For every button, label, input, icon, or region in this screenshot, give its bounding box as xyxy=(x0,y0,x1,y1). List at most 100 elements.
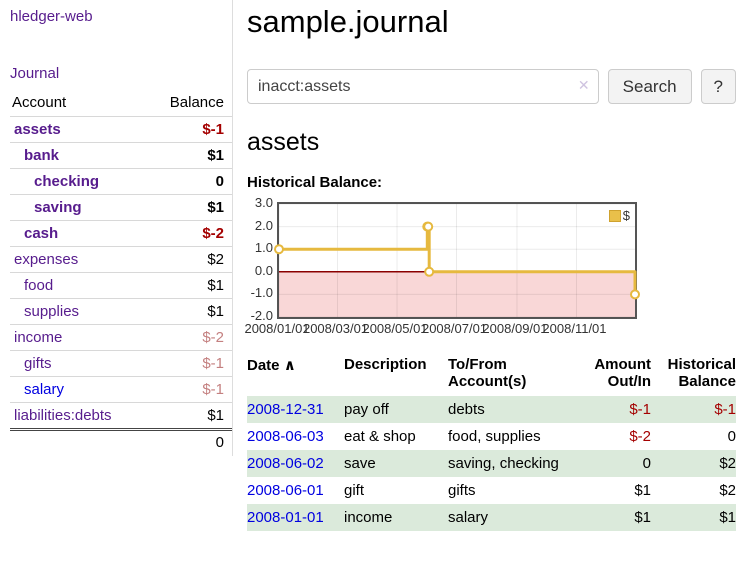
account-balance: 0 xyxy=(216,173,224,190)
transaction-description: eat & shop xyxy=(344,423,448,450)
balance-line-svg xyxy=(279,204,635,317)
y-axis-tick-label: 2.0 xyxy=(255,218,273,233)
transaction-amount: $-1 xyxy=(568,396,651,423)
chart-plot-area: $ xyxy=(277,202,637,319)
page-title: sample.journal xyxy=(247,4,736,40)
sidebar-account-link-supplies[interactable]: supplies xyxy=(10,303,79,320)
transaction-amount: $1 xyxy=(568,504,651,531)
date-header-label: Date xyxy=(247,357,280,374)
x-axis-tick-label: 2008/09/01 xyxy=(482,321,547,336)
register-row[interactable]: 2008-01-01 income salary $1 $1 xyxy=(247,504,736,531)
amount-column-header: Amount Out/In xyxy=(568,354,651,396)
transaction-date-link[interactable]: 2008-12-31 xyxy=(247,401,324,418)
balance-column-header: Balance xyxy=(170,94,224,111)
sidebar-account-link-liabilities-debts[interactable]: liabilities:debts xyxy=(10,407,112,424)
data-point-marker xyxy=(424,223,432,231)
register-row[interactable]: 2008-06-03 eat & shop food, supplies $-2… xyxy=(247,423,736,450)
account-balance: $1 xyxy=(207,407,224,424)
account-balance: $-1 xyxy=(202,381,224,398)
register-header-row: Date ∧ Description To/From Account(s) Am… xyxy=(247,354,736,396)
transaction-accounts: saving, checking xyxy=(448,450,568,477)
sidebar-account-link-saving[interactable]: saving xyxy=(10,199,82,216)
sidebar-account-row: liabilities:debts $1 xyxy=(10,402,232,428)
sort-ascending-icon: ∧ xyxy=(284,357,296,374)
sidebar-account-link-food[interactable]: food xyxy=(10,277,53,294)
chart-legend: $ xyxy=(607,207,632,224)
account-balance: $2 xyxy=(207,251,224,268)
transaction-description: gift xyxy=(344,477,448,504)
transaction-description: save xyxy=(344,450,448,477)
sidebar-account-row: supplies $1 xyxy=(10,298,232,324)
sidebar-account-row: income $-2 xyxy=(10,324,232,350)
date-column-header[interactable]: Date ∧ xyxy=(247,354,344,396)
sidebar: hledger-web Journal Account Balance asse… xyxy=(0,0,233,456)
data-point-marker xyxy=(425,268,433,276)
transaction-description: income xyxy=(344,504,448,531)
data-point-marker xyxy=(631,290,639,298)
register-row[interactable]: 2008-06-01 gift gifts $1 $2 xyxy=(247,477,736,504)
account-balance: $1 xyxy=(207,199,224,216)
transaction-balance: $2 xyxy=(651,450,736,477)
description-column-header: Description xyxy=(344,354,448,396)
sidebar-account-link-salary[interactable]: salary xyxy=(10,381,64,398)
sidebar-account-row: food $1 xyxy=(10,272,232,298)
sidebar-account-row: cash $-2 xyxy=(10,220,232,246)
sidebar-account-link-gifts[interactable]: gifts xyxy=(10,355,52,372)
transaction-amount: $-2 xyxy=(568,423,651,450)
balance-column-header: Historical Balance xyxy=(651,354,736,396)
sidebar-account-row: salary $-1 xyxy=(10,376,232,402)
sidebar-account-link-cash[interactable]: cash xyxy=(10,225,58,242)
accounts-table: Account Balance assets $-1 bank $1 check… xyxy=(10,94,232,454)
sidebar-account-row: gifts $-1 xyxy=(10,350,232,376)
y-axis-tick-label: 1.0 xyxy=(255,240,273,255)
y-axis-tick-label: -1.0 xyxy=(251,285,273,300)
help-button[interactable]: ? xyxy=(701,69,736,104)
account-balance: $1 xyxy=(207,147,224,164)
chart-y-axis: 3.02.01.00.0-1.0-2.0 xyxy=(247,200,273,317)
register-row[interactable]: 2008-06-02 save saving, checking 0 $2 xyxy=(247,450,736,477)
clear-search-icon[interactable]: ✕ xyxy=(578,77,590,94)
accounts-table-header: Account Balance xyxy=(10,94,232,116)
account-balance: $-1 xyxy=(202,121,224,138)
sidebar-account-link-income[interactable]: income xyxy=(10,329,62,346)
legend-label: $ xyxy=(623,208,630,223)
transaction-date-link[interactable]: 2008-06-02 xyxy=(247,455,324,472)
chart-x-axis: 2008/01/012008/03/012008/05/012008/07/01… xyxy=(277,321,637,336)
transaction-accounts: debts xyxy=(448,396,568,423)
sidebar-account-link-expenses[interactable]: expenses xyxy=(10,251,78,268)
x-axis-tick-label: 2008/05/01 xyxy=(362,321,427,336)
transaction-amount: $1 xyxy=(568,477,651,504)
register-table: Date ∧ Description To/From Account(s) Am… xyxy=(247,354,736,531)
search-input[interactable] xyxy=(247,69,599,104)
sidebar-account-row: bank $1 xyxy=(10,142,232,168)
brand-link[interactable]: hledger-web xyxy=(10,8,93,25)
y-axis-tick-label: 0.0 xyxy=(255,263,273,278)
transaction-description: pay off xyxy=(344,396,448,423)
transaction-balance: $2 xyxy=(651,477,736,504)
sidebar-item-journal[interactable]: Journal xyxy=(10,65,59,82)
transaction-accounts: salary xyxy=(448,504,568,531)
transaction-accounts: food, supplies xyxy=(448,423,568,450)
sidebar-account-link-bank[interactable]: bank xyxy=(10,147,59,164)
main-content: sample.journal ✕ Search ? assets Histori… xyxy=(233,0,742,541)
transaction-balance: $-1 xyxy=(651,396,736,423)
transaction-accounts: gifts xyxy=(448,477,568,504)
x-axis-tick-label: 2008/07/01 xyxy=(422,321,487,336)
sidebar-account-row: expenses $2 xyxy=(10,246,232,272)
account-balance: $-2 xyxy=(202,329,224,346)
transaction-date-link[interactable]: 2008-01-01 xyxy=(247,509,324,526)
sidebar-account-link-assets[interactable]: assets xyxy=(10,121,61,138)
x-axis-tick-label: 2008/03/01 xyxy=(303,321,368,336)
legend-swatch-icon xyxy=(609,210,621,222)
account-balance: $1 xyxy=(207,277,224,294)
app-layout: hledger-web Journal Account Balance asse… xyxy=(0,0,742,541)
transaction-balance: 0 xyxy=(651,423,736,450)
transaction-date-link[interactable]: 2008-06-01 xyxy=(247,482,324,499)
search-input-wrap: ✕ xyxy=(247,69,599,104)
search-button[interactable]: Search xyxy=(608,69,692,104)
transaction-date-link[interactable]: 2008-06-03 xyxy=(247,428,324,445)
sidebar-account-row: checking 0 xyxy=(10,168,232,194)
account-column-header: Account xyxy=(12,94,66,111)
register-row[interactable]: 2008-12-31 pay off debts $-1 $-1 xyxy=(247,396,736,423)
sidebar-account-link-checking[interactable]: checking xyxy=(10,173,99,190)
